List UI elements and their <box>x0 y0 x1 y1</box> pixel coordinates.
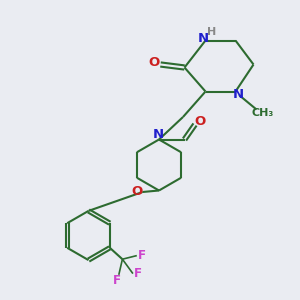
Text: F: F <box>134 267 142 280</box>
Text: N: N <box>197 32 209 45</box>
Text: N: N <box>153 128 164 141</box>
Text: O: O <box>131 185 143 198</box>
Text: F: F <box>113 274 121 287</box>
Text: H: H <box>208 27 217 37</box>
Text: CH₃: CH₃ <box>252 107 274 118</box>
Text: N: N <box>232 88 244 101</box>
Text: F: F <box>138 249 146 262</box>
Text: O: O <box>195 115 206 128</box>
Text: O: O <box>148 56 160 69</box>
